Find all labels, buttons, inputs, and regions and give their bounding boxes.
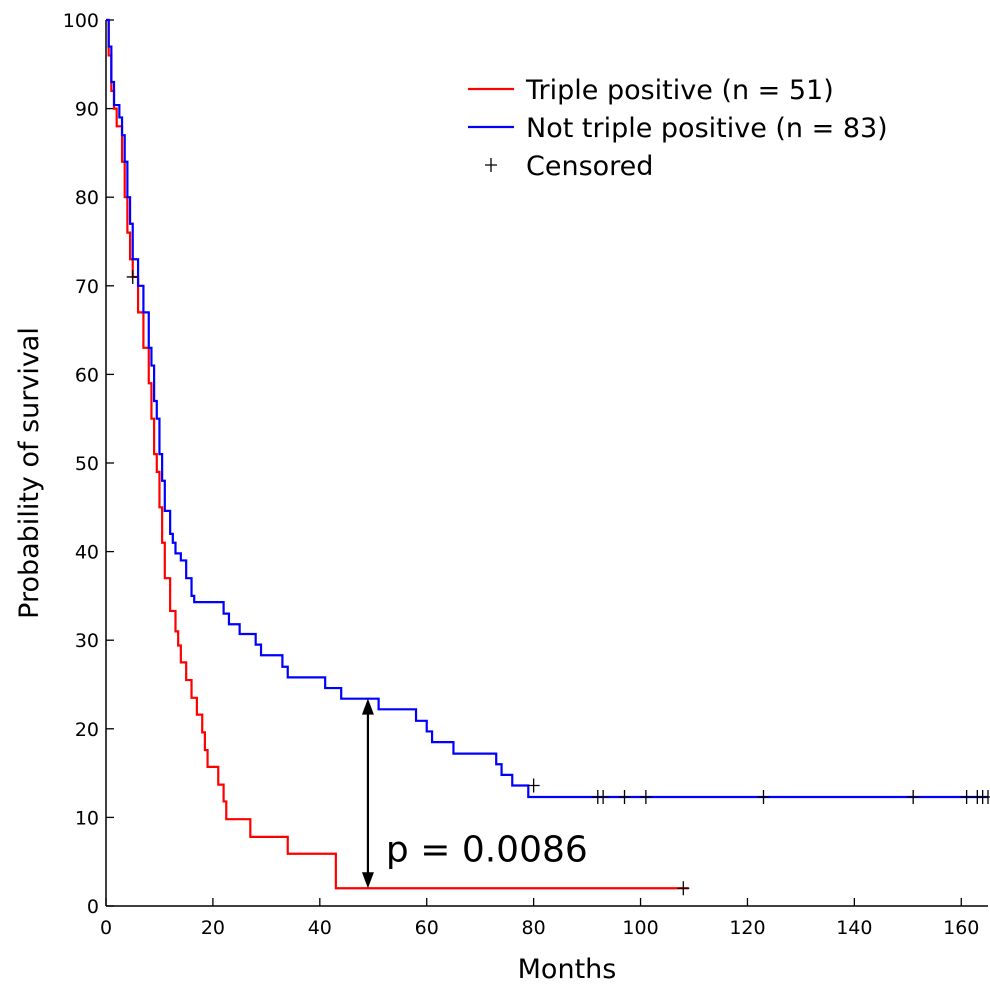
x-tick-label: 80 bbox=[522, 917, 546, 939]
x-tick-label: 0 bbox=[100, 917, 112, 939]
x-axis-title: Months bbox=[518, 954, 617, 985]
legend-label-1: Not triple positive (n = 83) bbox=[526, 113, 888, 144]
y-tick-label: 0 bbox=[87, 896, 99, 918]
y-tick-label: 20 bbox=[75, 719, 99, 741]
annotation-arrowhead-down bbox=[361, 872, 374, 889]
x-tick-label: 140 bbox=[836, 917, 872, 939]
censored-marker bbox=[982, 790, 990, 805]
annotation: p = 0.0086 bbox=[361, 698, 588, 889]
legend-label-2: Censored bbox=[526, 151, 653, 182]
y-tick-label: 80 bbox=[75, 187, 99, 209]
series-line-0 bbox=[106, 18, 689, 890]
series-area bbox=[106, 18, 990, 896]
censored-marker bbox=[960, 790, 973, 805]
censored-marker bbox=[907, 790, 920, 805]
censored-marker bbox=[527, 778, 540, 793]
legend: Triple positive (n = 51) Not triple posit… bbox=[468, 75, 888, 182]
y-tick-label: 100 bbox=[63, 10, 99, 32]
p-value-label: p = 0.0086 bbox=[386, 829, 588, 870]
censored-marker bbox=[677, 881, 690, 896]
censored-marker bbox=[639, 790, 652, 805]
x-tick-label: 100 bbox=[622, 917, 658, 939]
censored-marker bbox=[126, 269, 139, 284]
series-line-1 bbox=[106, 18, 988, 799]
x-tick-label: 20 bbox=[201, 917, 225, 939]
y-tick-label: 50 bbox=[75, 453, 99, 475]
y-tick-label: 60 bbox=[75, 364, 99, 386]
censored-marker bbox=[597, 790, 610, 805]
x-tick-label: 60 bbox=[415, 917, 439, 939]
annotation-arrowhead-up bbox=[361, 698, 374, 715]
legend-label-0: Triple positive (n = 51) bbox=[525, 75, 834, 106]
x-tick-label: 160 bbox=[943, 917, 979, 939]
x-tick-label: 40 bbox=[308, 917, 332, 939]
censored-marker bbox=[618, 790, 631, 805]
censored-marker bbox=[757, 790, 770, 805]
y-tick-label: 40 bbox=[75, 542, 99, 564]
y-tick-label: 30 bbox=[75, 630, 99, 652]
y-tick-label: 90 bbox=[75, 99, 99, 121]
legend-censored-marker bbox=[485, 158, 497, 172]
x-tick-label: 120 bbox=[729, 917, 765, 939]
y-axis-title: Probability of survival bbox=[14, 327, 45, 619]
y-tick-label: 70 bbox=[75, 276, 99, 298]
y-tick-label: 10 bbox=[75, 807, 99, 829]
axes: 0 20 40 60 80 100 120 140 160 0 10 20 30 40 50 60 70 80 90… bbox=[14, 10, 988, 985]
